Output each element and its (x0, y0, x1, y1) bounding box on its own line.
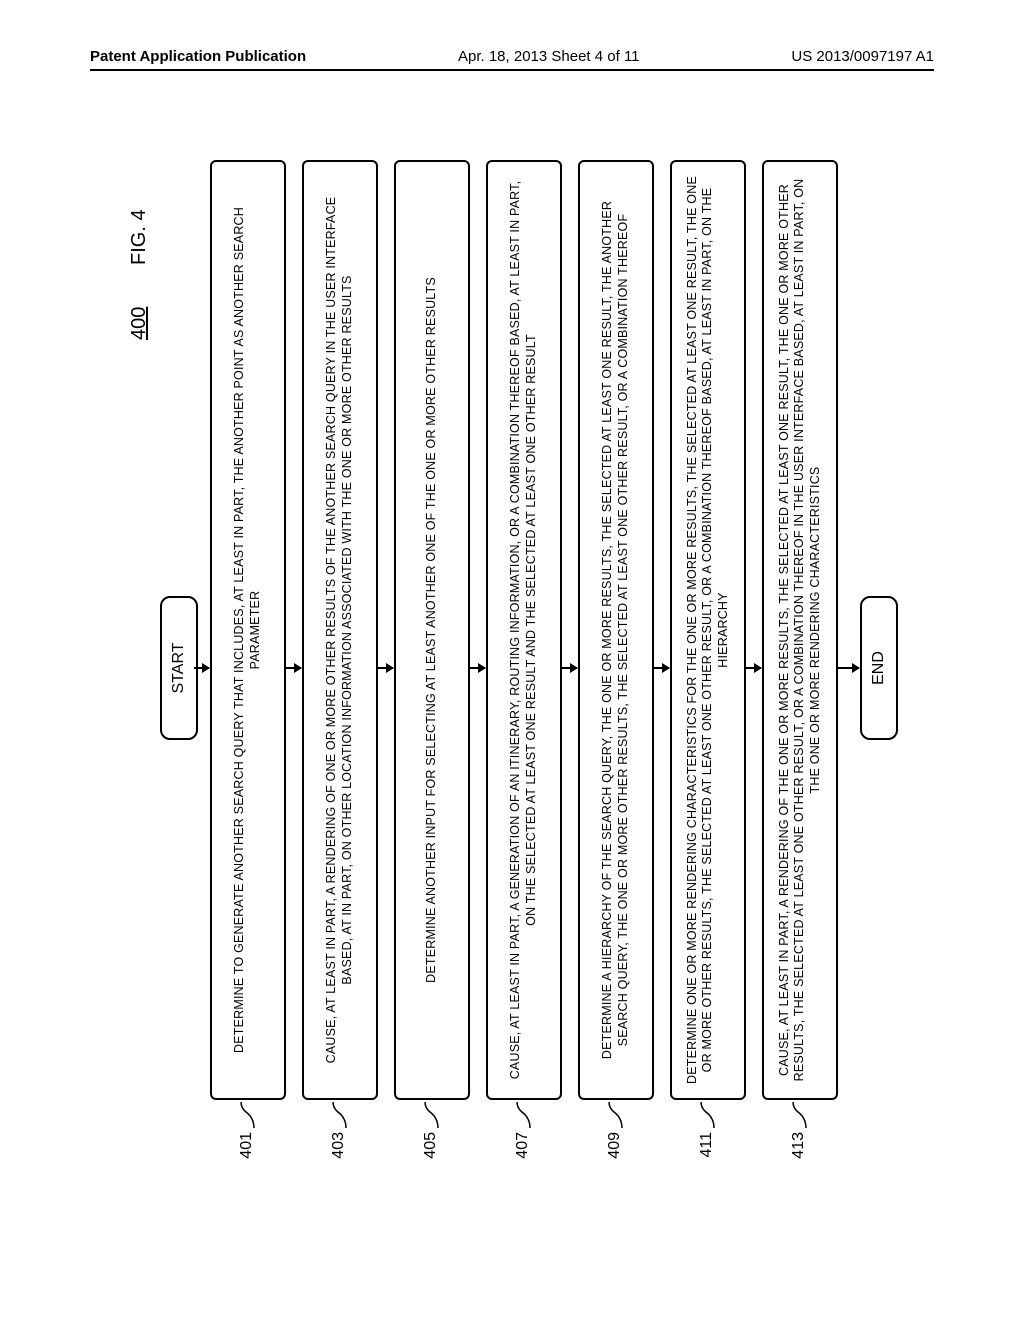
flowchart-step-box: DETERMINE ANOTHER INPUT FOR SELECTING AT… (394, 160, 470, 1100)
flowchart-arrow (838, 664, 860, 674)
flowchart-arrow (562, 664, 578, 674)
flowchart-step-text: CAUSE, AT LEAST IN PART, A RENDERING OF … (777, 176, 824, 1084)
flowchart-step-text: DETERMINE ANOTHER INPUT FOR SELECTING AT… (424, 277, 440, 983)
flowchart-step: 403 CAUSE, AT LEAST IN PART, A RENDERING … (302, 160, 378, 1180)
flowchart-step-number: 403 (330, 1132, 348, 1180)
flowchart-step-box: DETERMINE TO GENERATE ANOTHER SEARCH QUE… (210, 160, 286, 1100)
header-date-sheet: Apr. 18, 2013 Sheet 4 of 11 (458, 48, 640, 65)
flowchart-step: 401 DETERMINE TO GENERATE ANOTHER SEARCH … (210, 160, 286, 1180)
flowchart-step-text: CAUSE, AT LEAST IN PART, A RENDERING OF … (324, 176, 355, 1084)
flowchart-step-box: DETERMINE ONE OR MORE RENDERING CHARACTE… (670, 160, 746, 1100)
flowchart-start: START (160, 596, 198, 740)
flowchart-arrow (470, 664, 486, 674)
header-publication: Patent Application Publication (90, 48, 306, 65)
flowchart-step-text: DETERMINE ONE OR MORE RENDERING CHARACTE… (685, 176, 732, 1084)
flowchart: START END 401 DETERMINE TO GENERATE ANOTH… (160, 160, 900, 1180)
flowchart-step-box: DETERMINE A HIERARCHY OF THE SEARCH QUER… (578, 160, 654, 1100)
flowchart-step-box: CAUSE, AT LEAST IN PART, A GENERATION OF… (486, 160, 562, 1100)
flowchart-step-connector (240, 1102, 256, 1128)
flowchart-start-label: START (170, 643, 188, 694)
flowchart-arrow (286, 664, 302, 674)
flowchart-step-box: CAUSE, AT LEAST IN PART, A RENDERING OF … (302, 160, 378, 1100)
flowchart-step-text: DETERMINE A HIERARCHY OF THE SEARCH QUER… (600, 176, 631, 1084)
flowchart-step-text: CAUSE, AT LEAST IN PART, A GENERATION OF… (508, 176, 539, 1084)
flowchart-step: 405 DETERMINE ANOTHER INPUT FOR SELECTING… (394, 160, 470, 1180)
flowchart-step-number: 405 (422, 1132, 440, 1180)
flowchart-step-number: 413 (790, 1132, 808, 1180)
flowchart-step-connector (516, 1102, 532, 1128)
flowchart-end-label: END (870, 651, 888, 685)
flowchart-step-connector (792, 1102, 808, 1128)
flowchart-step: 409 DETERMINE A HIERARCHY OF THE SEARCH Q… (578, 160, 654, 1180)
flowchart-step-text: DETERMINE TO GENERATE ANOTHER SEARCH QUE… (232, 176, 263, 1084)
page-header: Patent Application Publication Apr. 18, … (90, 48, 934, 71)
flowchart-step: 411 DETERMINE ONE OR MORE RENDERING CHARA… (670, 160, 746, 1180)
flowchart-rotated-wrap: START END 401DETERMINE TO GENERATE ANOTH… (20, 300, 1024, 1040)
flowchart-end: END (860, 596, 898, 740)
flowchart-arrow (746, 664, 762, 674)
flowchart-step-connector (332, 1102, 348, 1128)
flowchart-step-connector (700, 1102, 716, 1128)
figure-label: FIG. 4 (128, 209, 151, 265)
flowchart-step-number: 407 (514, 1132, 532, 1180)
flowchart-arrow (378, 664, 394, 674)
flowchart-step: 413 CAUSE, AT LEAST IN PART, A RENDERING … (762, 160, 838, 1180)
flowchart-step-number: 401 (238, 1132, 256, 1180)
flowchart-step-connector (608, 1102, 624, 1128)
header-pubnumber: US 2013/0097197 A1 (791, 48, 934, 65)
flowchart-step-number: 409 (606, 1132, 624, 1180)
flowchart-step-box: CAUSE, AT LEAST IN PART, A RENDERING OF … (762, 160, 838, 1100)
flowchart-step-connector (424, 1102, 440, 1128)
flowchart-step-number: 411 (698, 1132, 716, 1180)
flowchart-arrow (654, 664, 670, 674)
flowchart-arrow (194, 664, 210, 674)
flowchart-step: 407 CAUSE, AT LEAST IN PART, A GENERATION… (486, 160, 562, 1180)
